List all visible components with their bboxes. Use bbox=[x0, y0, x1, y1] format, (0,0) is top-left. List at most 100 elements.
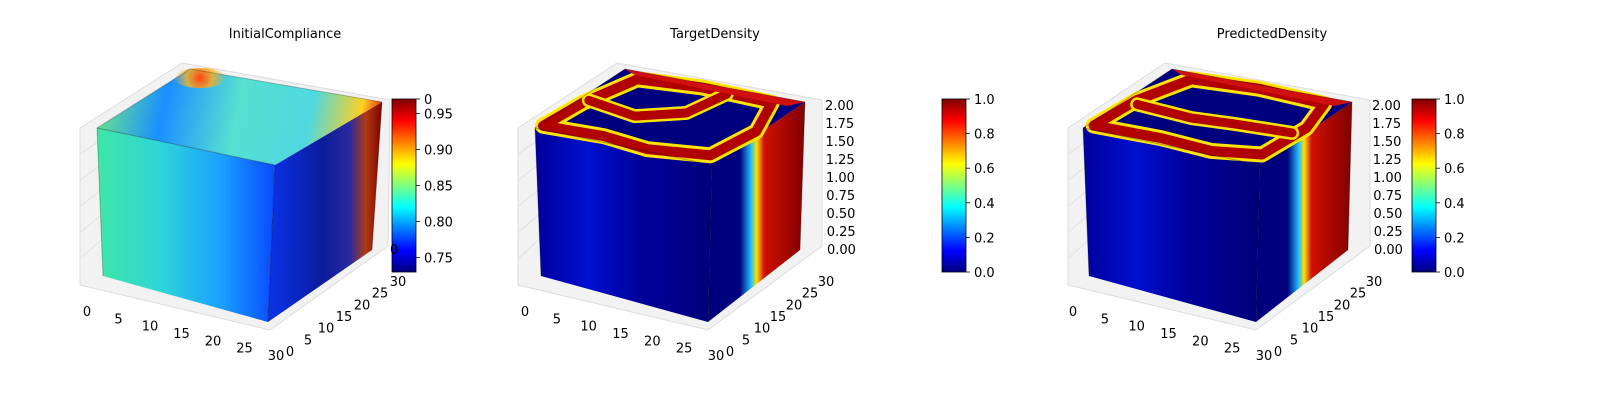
x-tick-label: 5 bbox=[114, 312, 122, 327]
z-tick-label: 0.50 bbox=[1374, 207, 1403, 222]
x-tick-label: 0 bbox=[1069, 305, 1077, 320]
colorbar-tick-label: 0.90 bbox=[424, 143, 453, 158]
x-tick-label: 20 bbox=[1192, 334, 1209, 349]
colorbar-tick-label: 0.95 bbox=[424, 107, 453, 122]
y-tick-label: 30 bbox=[390, 275, 407, 290]
colorbar-tick-label: 0.2 bbox=[1444, 231, 1465, 246]
z-tick-label: 1.25 bbox=[826, 153, 855, 168]
colorbar bbox=[391, 98, 417, 273]
panel-targetdensity bbox=[517, 62, 970, 331]
z-tick-label: 1.75 bbox=[825, 117, 854, 132]
y-tick-label: 25 bbox=[1350, 287, 1367, 302]
cube-edge bbox=[1255, 164, 1261, 323]
y-tick-label: 0 bbox=[1274, 345, 1282, 360]
cube-right-face bbox=[1256, 102, 1352, 322]
y-tick-label: 10 bbox=[318, 322, 335, 337]
colorbar bbox=[1411, 98, 1437, 273]
z-tick-label: 1.75 bbox=[1372, 117, 1401, 132]
z-tick-label: 0.25 bbox=[1374, 225, 1403, 240]
y-tick-label: 5 bbox=[1290, 333, 1298, 348]
y-tick-label: 0 bbox=[286, 345, 294, 360]
x-tick-label: 20 bbox=[205, 334, 222, 349]
y-tick-label: 25 bbox=[802, 287, 819, 302]
z-tick-label: 0.50 bbox=[827, 207, 856, 222]
cube-front-face bbox=[97, 128, 275, 322]
chart-title: TargetDensity bbox=[669, 27, 760, 42]
colorbar-tick-label: 0.4 bbox=[1444, 197, 1465, 212]
colorbar-tick-label: 0.4 bbox=[974, 197, 995, 212]
y-tick-label: 5 bbox=[304, 333, 312, 348]
cube-right-face bbox=[708, 102, 805, 322]
z-tick-label: 0.00 bbox=[827, 243, 856, 258]
y-tick-label: 15 bbox=[1318, 310, 1335, 325]
colorbar-tick-label: 1.0 bbox=[974, 93, 995, 108]
z-tick-label: 0 bbox=[390, 243, 398, 258]
hotspot bbox=[174, 68, 226, 88]
z-tick-label: 2.00 bbox=[1372, 99, 1401, 114]
x-tick-label: 20 bbox=[644, 334, 661, 349]
y-tick-label: 30 bbox=[1366, 275, 1383, 290]
cube-edge bbox=[96, 127, 276, 166]
x-tick-label: 15 bbox=[1160, 327, 1177, 342]
z-tick-label: 1.00 bbox=[1373, 171, 1402, 186]
z-tick-label: 2.00 bbox=[825, 99, 854, 114]
x-tick-label: 25 bbox=[1224, 342, 1241, 357]
y-tick-label: 25 bbox=[372, 287, 389, 302]
cube-front-face bbox=[1083, 128, 1260, 322]
top-back-edge bbox=[625, 69, 805, 106]
cube-edge bbox=[534, 68, 806, 277]
z-tick-label: 0.00 bbox=[1374, 243, 1403, 258]
colorbar-tick-label: 1.0 bbox=[1444, 93, 1465, 108]
x-tick-label: 15 bbox=[612, 327, 629, 342]
x-tick-label: 5 bbox=[553, 312, 561, 327]
y-tick-label: 15 bbox=[770, 310, 787, 325]
density-strut bbox=[1132, 99, 1297, 138]
y-tick-label: 15 bbox=[336, 310, 353, 325]
density-ring bbox=[1088, 74, 1330, 160]
cube-front-face bbox=[535, 128, 712, 322]
colorbar-tick-label: 0.80 bbox=[424, 216, 453, 231]
colorbar-tick-label: 0.8 bbox=[974, 128, 995, 143]
x-tick-label: 25 bbox=[236, 342, 253, 357]
top-back-edge bbox=[1172, 69, 1352, 106]
chart-title: PredictedDensity bbox=[1217, 27, 1328, 42]
y-tick-label: 20 bbox=[1334, 298, 1351, 313]
y-tick-label: 10 bbox=[1302, 322, 1319, 337]
colorbar-tick-label: 0.6 bbox=[1444, 162, 1465, 177]
cube-edge bbox=[96, 68, 383, 277]
cube-edge bbox=[1082, 127, 1261, 166]
panel-predicteddensity bbox=[1067, 62, 1440, 331]
y-tick-label: 10 bbox=[754, 322, 771, 337]
colorbar-tick-label: 0.75 bbox=[424, 252, 453, 267]
x-tick-label: 0 bbox=[83, 305, 91, 320]
z-tick-label: 1.25 bbox=[1373, 153, 1402, 168]
x-tick-label: 5 bbox=[1101, 312, 1109, 327]
x-tick-label: 0 bbox=[521, 305, 529, 320]
x-tick-label: 15 bbox=[173, 327, 190, 342]
density-strut bbox=[584, 89, 732, 121]
cube-right-face bbox=[268, 102, 382, 322]
z-tick-label: 0.75 bbox=[826, 189, 855, 204]
y-tick-label: 20 bbox=[354, 298, 371, 313]
colorbar-tick-label: 0.0 bbox=[1444, 266, 1465, 281]
colorbar-tick-label: 0.6 bbox=[974, 162, 995, 177]
colorbar-tick-label: 0 bbox=[424, 93, 432, 108]
panel-initialcompliance bbox=[79, 62, 420, 331]
cube-edge bbox=[267, 164, 276, 323]
colorbar-tick-label: 0.2 bbox=[974, 231, 995, 246]
z-tick-label: 1.00 bbox=[826, 171, 855, 186]
cube-edge bbox=[534, 127, 713, 166]
cube-edge bbox=[707, 164, 713, 323]
colorbar-tick-label: 0.8 bbox=[1444, 128, 1465, 143]
z-tick-label: 1.50 bbox=[1373, 135, 1402, 150]
density-ring bbox=[538, 74, 777, 161]
x-tick-label: 30 bbox=[268, 349, 285, 364]
chart-title: InitialCompliance bbox=[229, 27, 342, 42]
z-tick-label: 0.25 bbox=[827, 225, 856, 240]
x-tick-label: 30 bbox=[1256, 349, 1273, 364]
cube-top-face bbox=[97, 69, 382, 165]
x-tick-label: 10 bbox=[580, 320, 597, 335]
z-tick-label: 0.75 bbox=[1373, 189, 1402, 204]
colorbar bbox=[941, 98, 967, 273]
